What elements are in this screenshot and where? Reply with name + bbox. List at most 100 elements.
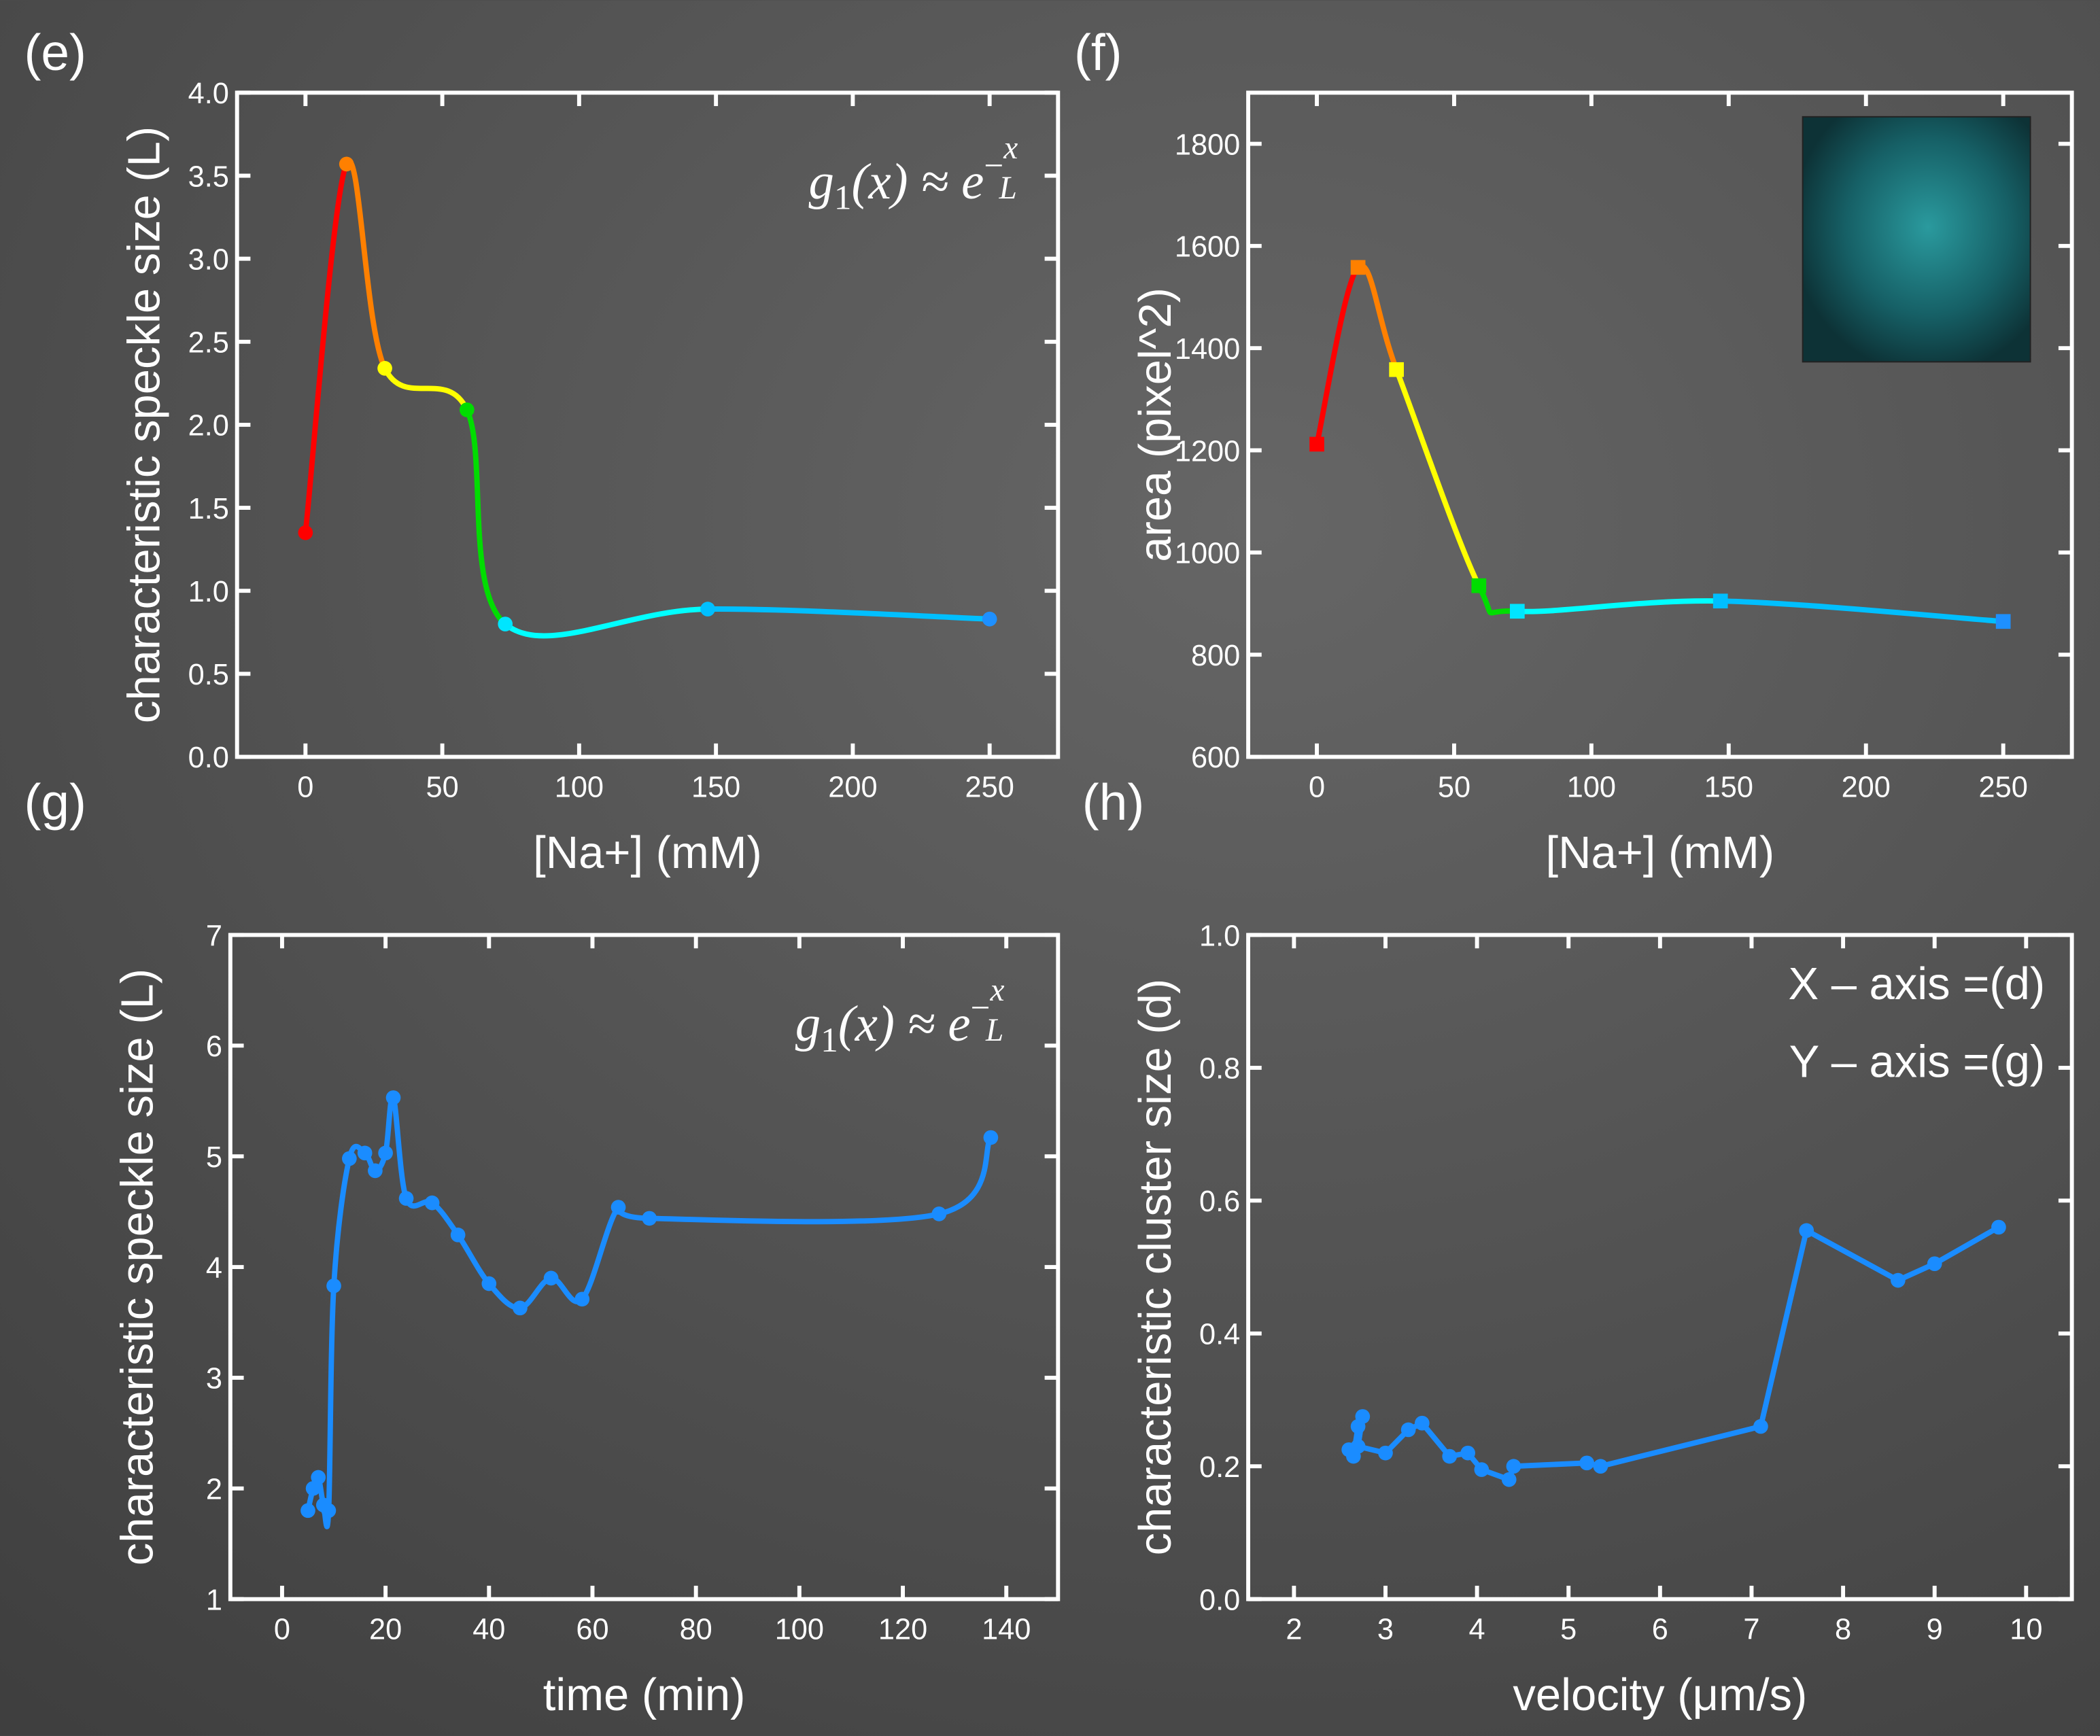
formula-part: (x) ≈ e: [852, 154, 984, 210]
y-tick-label: 0.6: [1199, 1185, 1240, 1218]
y-tick-label: 2: [206, 1474, 222, 1506]
formula-part: g: [808, 154, 833, 210]
x-tick-label: 250: [965, 771, 1014, 804]
line-segment: [1720, 598, 2003, 625]
x-tick-label: 140: [982, 1614, 1031, 1646]
marker: [342, 1151, 357, 1166]
marker: [1799, 1223, 1814, 1238]
marker: [610, 1200, 626, 1215]
line-segment: [708, 606, 990, 622]
y-tick-label: 0.4: [1199, 1319, 1240, 1351]
x-tick-label: 50: [1438, 771, 1470, 804]
marker: [1510, 604, 1525, 619]
panel-label: (f): [1074, 24, 1122, 81]
y-tick-label: 0.0: [1199, 1584, 1240, 1616]
formula-part: 1: [821, 1021, 838, 1060]
y-axis-title: area (pixel^2): [1130, 288, 1181, 562]
x-axis-title: [Na+] (mM): [1545, 827, 1774, 878]
x-tick-label: 200: [1842, 771, 1891, 804]
y-tick-label: 0.5: [188, 659, 229, 691]
marker: [1927, 1256, 1942, 1272]
formula-part: (x) ≈ e: [838, 996, 971, 1052]
marker: [1995, 614, 2011, 629]
marker: [700, 602, 715, 617]
x-tick-label: 5: [1560, 1614, 1577, 1646]
marker: [1309, 436, 1324, 452]
marker: [1501, 1472, 1517, 1487]
formula-part: g: [795, 996, 821, 1052]
marker: [1442, 1448, 1458, 1464]
marker: [377, 361, 392, 376]
y-tick-label: 800: [1191, 640, 1240, 672]
y-tick-label: 3.5: [188, 160, 229, 193]
formula: g1(x) ≈ e−x L: [808, 131, 1018, 218]
formula-part: x: [990, 973, 1005, 1008]
marker: [1753, 1419, 1768, 1434]
x-tick-label: 100: [775, 1614, 824, 1646]
marker: [357, 1145, 373, 1161]
x-tick-label: 0: [274, 1614, 290, 1646]
x-tick-label: 20: [369, 1614, 402, 1646]
marker: [1474, 1462, 1490, 1477]
marker: [398, 1191, 414, 1206]
y-tick-label: 1400: [1175, 333, 1240, 366]
x-tick-label: 10: [2010, 1614, 2042, 1646]
marker: [339, 156, 354, 172]
marker: [1350, 260, 1366, 275]
y-tick-label: 1000: [1175, 538, 1240, 570]
x-tick-label: 6: [1652, 1614, 1668, 1646]
panel-label: (g): [24, 774, 86, 831]
plot-frame: [1246, 933, 2074, 1601]
line-segment: [1394, 368, 1481, 587]
y-tick-label: 4: [206, 1252, 222, 1285]
x-axis-title: velocity (μm/s): [1513, 1669, 1807, 1720]
formula-part: 1: [834, 179, 852, 218]
marker: [498, 617, 513, 631]
y-tick-label: 7: [206, 920, 222, 952]
marker: [385, 1090, 401, 1105]
x-tick-label: 60: [576, 1614, 608, 1646]
marker: [298, 525, 313, 540]
marker: [1471, 578, 1487, 593]
marker: [983, 1130, 999, 1145]
x-tick-label: 0: [297, 771, 313, 804]
line-segment: [382, 367, 470, 411]
y-tick-label: 1.5: [188, 493, 229, 525]
y-tick-label: 5: [206, 1141, 222, 1174]
y-tick-label: 1.0: [188, 576, 229, 608]
y-axis-title: characteristic speckle size (L): [118, 126, 169, 723]
marker: [378, 1145, 393, 1161]
x-tick-label: 7: [1743, 1614, 1759, 1646]
formula-part: x: [1003, 131, 1018, 166]
line-segment: [1517, 598, 1721, 614]
note: X – axis =(d): [1788, 958, 2045, 1009]
marker: [481, 1276, 497, 1291]
marker: [1991, 1219, 2006, 1235]
y-tick-label: 0.0: [188, 742, 229, 774]
marker: [1579, 1455, 1594, 1471]
marker: [1506, 1459, 1521, 1474]
x-tick-label: 4: [1469, 1614, 1485, 1646]
line-segment: [303, 162, 349, 534]
formula-part: L: [999, 171, 1017, 206]
x-tick-label: 250: [1979, 771, 2028, 804]
y-tick-label: 0.8: [1199, 1053, 1240, 1086]
y-axis-title: characteristic speckle size (L): [112, 969, 163, 1565]
marker: [1460, 1445, 1475, 1461]
y-tick-label: 3.0: [188, 243, 229, 276]
y-tick-label: 0.2: [1199, 1451, 1240, 1484]
marker: [1378, 1445, 1393, 1461]
marker: [1415, 1415, 1430, 1431]
y-axis-title: characteristic cluster size (d): [1130, 979, 1181, 1556]
marker: [982, 611, 997, 627]
x-tick-label: 150: [691, 771, 740, 804]
plot-frame: [228, 933, 1061, 1601]
x-tick-label: 80: [680, 1614, 712, 1646]
y-tick-label: 6: [206, 1030, 222, 1063]
marker: [305, 1480, 321, 1496]
note: Y – axis =(g): [1789, 1036, 2046, 1087]
line-segment: [1476, 584, 1518, 616]
x-tick-label: 100: [555, 771, 604, 804]
